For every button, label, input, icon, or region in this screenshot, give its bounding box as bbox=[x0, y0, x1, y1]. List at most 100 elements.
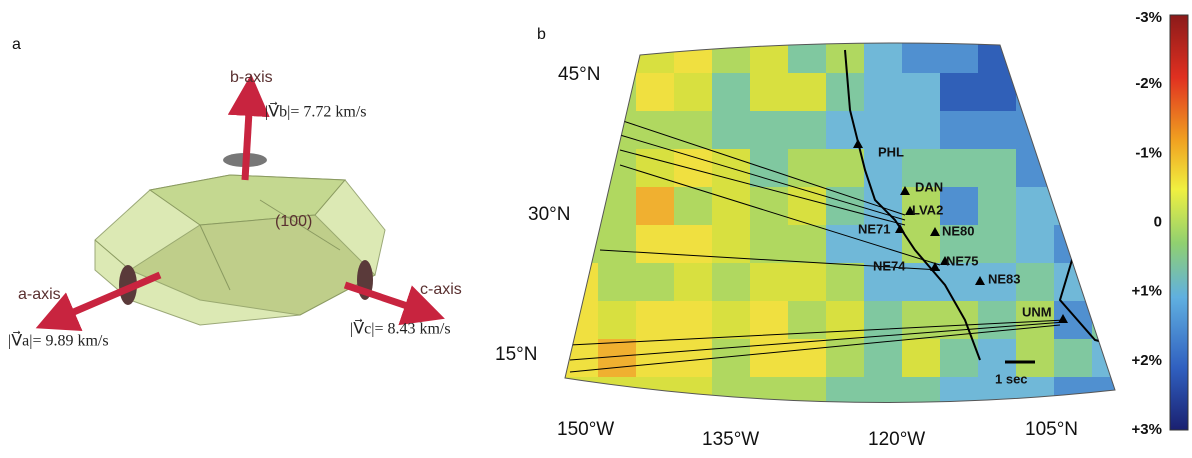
colorbar-label: +3% bbox=[1132, 421, 1162, 438]
map-cell bbox=[978, 35, 1017, 74]
map-cell bbox=[940, 187, 979, 226]
map-cell bbox=[750, 35, 789, 74]
face-label: (100) bbox=[275, 213, 312, 230]
latitude-label: 15°N bbox=[495, 344, 537, 365]
map-cell bbox=[560, 263, 599, 302]
map-cell bbox=[1016, 111, 1055, 150]
map-cell bbox=[1092, 377, 1131, 416]
map-cell bbox=[864, 73, 903, 112]
panel-label: b bbox=[537, 26, 546, 43]
map-cell bbox=[826, 263, 865, 302]
longitude-label: 105°N bbox=[1025, 419, 1078, 440]
map-cell bbox=[712, 301, 751, 340]
map-cell bbox=[940, 73, 979, 112]
map-cell bbox=[598, 301, 637, 340]
map-cell bbox=[940, 111, 979, 150]
map-cell bbox=[750, 73, 789, 112]
map bbox=[560, 35, 1131, 416]
map-cell bbox=[636, 73, 675, 112]
map-cell bbox=[902, 73, 941, 112]
station-label: NE75 bbox=[946, 253, 979, 268]
map-cell bbox=[674, 73, 713, 112]
map-cell bbox=[636, 187, 675, 226]
longitude-label: 120°W bbox=[868, 429, 925, 450]
map-cell bbox=[864, 35, 903, 74]
map-cell bbox=[674, 263, 713, 302]
map-cell bbox=[712, 111, 751, 150]
station-label: NE71 bbox=[858, 221, 891, 236]
map-cell bbox=[1092, 225, 1131, 264]
longitude-label: 135°W bbox=[702, 429, 759, 450]
map-cell bbox=[788, 73, 827, 112]
map-cell bbox=[1054, 111, 1093, 150]
map-cell bbox=[674, 149, 713, 188]
velocity-label: |V⃗b|= 7.72 km/s bbox=[265, 101, 367, 121]
map-cell bbox=[1092, 339, 1131, 378]
map-cell bbox=[978, 187, 1017, 226]
map-cell bbox=[864, 377, 903, 416]
map-cell bbox=[788, 263, 827, 302]
colorbar-label: +2% bbox=[1132, 352, 1162, 369]
map-cell bbox=[826, 301, 865, 340]
map-cell bbox=[788, 339, 827, 378]
map-cell bbox=[636, 263, 675, 302]
map-cell bbox=[788, 187, 827, 226]
station-label: UNM bbox=[1022, 304, 1052, 319]
map-cell bbox=[560, 301, 599, 340]
map-cell bbox=[598, 187, 637, 226]
map-cell bbox=[1054, 149, 1093, 188]
longitude-label: 150°W bbox=[557, 419, 614, 440]
map-cell bbox=[940, 263, 979, 302]
map-cell bbox=[1016, 149, 1055, 188]
map-cell bbox=[674, 225, 713, 264]
map-cell bbox=[940, 377, 979, 416]
panel-label: a bbox=[12, 36, 21, 53]
map-cell bbox=[978, 149, 1017, 188]
colorbar-label: -3% bbox=[1135, 9, 1162, 26]
colorbar-label: -1% bbox=[1135, 144, 1162, 161]
map-cell bbox=[598, 35, 637, 74]
map-cell bbox=[598, 377, 637, 416]
velocity-label: |V⃗c|= 8.43 km/s bbox=[350, 318, 451, 338]
map-cell bbox=[1092, 263, 1131, 302]
map-cell bbox=[1016, 225, 1055, 264]
map-cell bbox=[1016, 73, 1055, 112]
map-cell bbox=[788, 225, 827, 264]
map-cell bbox=[826, 149, 865, 188]
map-cell bbox=[636, 339, 675, 378]
map-cell bbox=[636, 149, 675, 188]
station-label: LVA2 bbox=[912, 202, 943, 217]
axis-label: a-axis bbox=[18, 286, 61, 303]
map-cell bbox=[560, 377, 599, 416]
map-cell bbox=[978, 225, 1017, 264]
map-cell bbox=[1092, 301, 1131, 340]
map-cell bbox=[864, 187, 903, 226]
map-cell bbox=[1054, 339, 1093, 378]
map-cell bbox=[788, 377, 827, 416]
map-cell bbox=[1092, 149, 1131, 188]
map-cell bbox=[1054, 35, 1093, 74]
map-cell bbox=[674, 35, 713, 74]
map-cell bbox=[674, 301, 713, 340]
map-cell bbox=[750, 111, 789, 150]
map-cell bbox=[1092, 35, 1131, 74]
station-label: DAN bbox=[915, 179, 943, 194]
map-cell bbox=[1016, 35, 1055, 74]
velocity-label: |V⃗a|= 9.89 km/s bbox=[8, 330, 109, 350]
map-cell bbox=[598, 225, 637, 264]
crystal-diagram bbox=[55, 95, 425, 325]
figure: ab-axisa-axisc-axis|V⃗b|= 7.72 km/s|V⃗a|… bbox=[0, 0, 1192, 458]
map-cell bbox=[902, 35, 941, 74]
map-cell bbox=[712, 263, 751, 302]
map-cell bbox=[560, 149, 599, 188]
station-label: NE80 bbox=[942, 223, 975, 238]
colorbar-label: 0 bbox=[1154, 213, 1162, 230]
map-cell bbox=[864, 339, 903, 378]
map-cell bbox=[750, 263, 789, 302]
map-cell bbox=[902, 377, 941, 416]
map-cell bbox=[788, 35, 827, 74]
map-cell bbox=[864, 301, 903, 340]
map-cell bbox=[674, 377, 713, 416]
map-cell bbox=[1054, 225, 1093, 264]
map-cell bbox=[788, 111, 827, 150]
